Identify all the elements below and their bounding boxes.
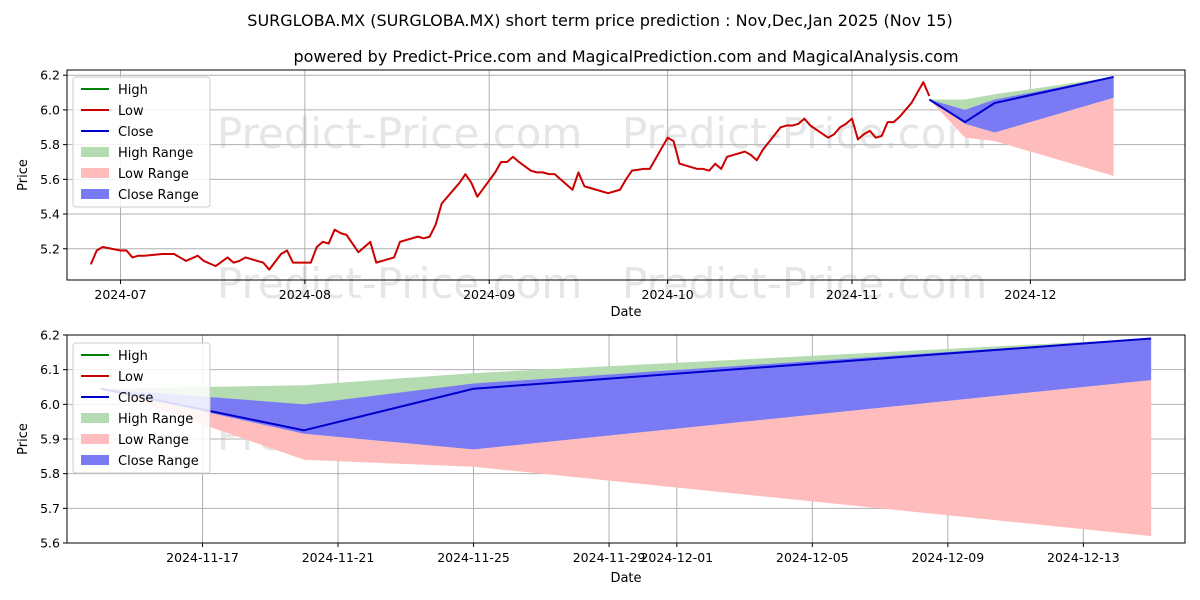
x-tick-label: 2024-07 (94, 287, 146, 302)
watermark-text: Predict-Price.com (217, 109, 582, 158)
legend-swatch-patch (81, 455, 109, 465)
chart-subtitle: powered by Predict-Price.com and Magical… (293, 47, 958, 66)
legend-label: Close (118, 391, 153, 406)
x-tick-label: 2024-11 (826, 287, 878, 302)
legend: High Low Close High Range Low Range Close Ran… (72, 76, 211, 208)
zoomed-prediction-panel: Predict-Price.comPredict-Price.com2024-1… (16, 328, 1186, 586)
legend-label: Close Range (118, 454, 199, 469)
y-tick-label: 6.2 (40, 68, 60, 83)
close-range-area (100, 338, 1152, 450)
y-tick-label: 6.0 (40, 102, 60, 117)
legend-label: Low (118, 104, 144, 119)
axes-frame (66, 69, 1186, 281)
low-price-line (89, 81, 931, 271)
y-tick-label: 5.6 (40, 172, 60, 187)
legend-label: High Range (118, 412, 193, 427)
watermark-text: Predict-Price.com (217, 259, 582, 308)
low-range-area (929, 97, 1114, 176)
y-tick-label: 5.8 (40, 466, 60, 481)
main-price-panel: Predict-Price.com Predict-Price.com Predic… (16, 68, 1186, 320)
y-tick-label: 6.0 (40, 397, 60, 412)
x-tick-label: 2024-12-01 (640, 550, 713, 565)
legend-swatch-patch (81, 168, 109, 178)
x-tick-label: 2024-09 (463, 287, 515, 302)
x-tick-label: 2024-08 (279, 287, 331, 302)
watermark-text: Predict-Price.com (622, 109, 987, 158)
legend-label: High (118, 349, 148, 364)
chart-title: SURGLOBA.MX (SURGLOBA.MX) short term pri… (247, 11, 952, 30)
y-tick-label: 5.6 (40, 536, 60, 551)
legend-label: Close (118, 125, 153, 140)
y-axis-label: Price (16, 423, 31, 455)
x-axis-label: Date (610, 305, 641, 320)
legend-swatch-patch (81, 189, 109, 199)
close-forecast-line (928, 75, 1114, 124)
legend-label: Low Range (118, 167, 189, 182)
x-tick-label: 2024-11-25 (437, 550, 510, 565)
y-tick-label: 5.4 (40, 207, 60, 222)
x-tick-label: 2024-10 (642, 287, 694, 302)
x-tick-label: 2024-12 (1004, 287, 1056, 302)
x-axis-label: Date (610, 571, 641, 586)
y-tick-label: 5.8 (40, 137, 60, 152)
y-tick-label: 5.9 (40, 432, 60, 447)
watermark-text: Predict-Price.com (622, 259, 987, 308)
x-tick-label: 2024-12-05 (776, 550, 849, 565)
y-tick-label: 6.2 (40, 328, 60, 343)
legend-label: Low Range (118, 433, 189, 448)
low-range-area (100, 380, 1152, 537)
y-tick-label: 5.2 (40, 241, 60, 256)
y-tick-label: 6.1 (40, 362, 60, 377)
legend: High Low Close High Range Low Range Close Ran… (72, 342, 211, 474)
legend-swatch-patch (81, 434, 109, 444)
legend-label: Low (118, 370, 144, 385)
legend-label: Close Range (118, 188, 199, 203)
legend-swatch-patch (81, 147, 109, 157)
x-tick-label: 2024-11-21 (302, 550, 375, 565)
legend-label: High (118, 83, 148, 98)
close-range-area (929, 76, 1114, 133)
legend-label: High Range (118, 146, 193, 161)
x-tick-label: 2024-11-17 (166, 550, 239, 565)
legend-swatch-patch (81, 413, 109, 423)
x-tick-label: 2024-12-09 (912, 550, 985, 565)
x-tick-label: 2024-12-13 (1047, 550, 1120, 565)
y-axis-label: Price (16, 159, 31, 191)
y-tick-label: 5.7 (40, 501, 60, 516)
x-tick-label: 2024-11-29 (573, 550, 646, 565)
